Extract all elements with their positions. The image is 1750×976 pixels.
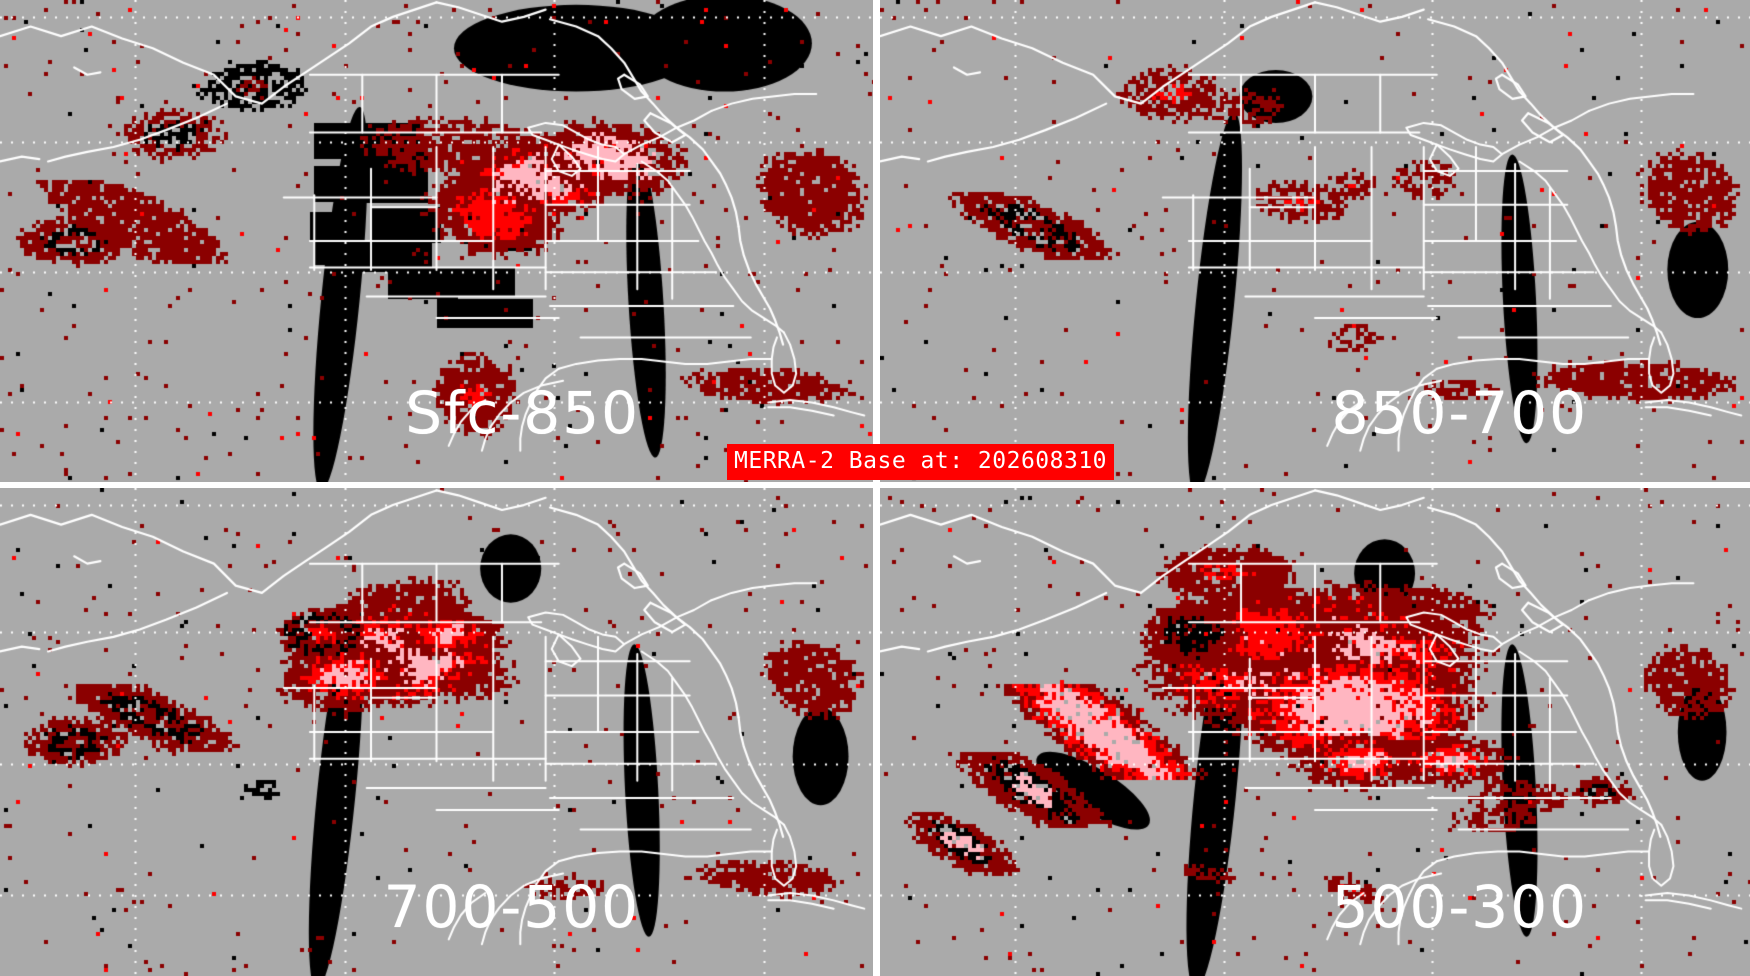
panel-850-700[interactable]: 850-700 <box>880 0 1750 482</box>
panel-sfc-850[interactable]: Sfc-850 <box>0 0 873 482</box>
base-time-banner: MERRA-2 Base at: 202608310 <box>727 444 1115 480</box>
panel-sfc-850-canvas <box>0 0 873 482</box>
panel-700-500[interactable]: 700-500 <box>0 488 873 976</box>
panel-500-300[interactable]: 500-300 <box>880 488 1750 976</box>
panel-divider-vertical <box>873 0 880 976</box>
panel-850-700-canvas <box>880 0 1750 482</box>
panel-divider-horizontal <box>0 482 1750 488</box>
panel-700-500-canvas <box>0 488 873 976</box>
panel-500-300-canvas <box>880 488 1750 976</box>
